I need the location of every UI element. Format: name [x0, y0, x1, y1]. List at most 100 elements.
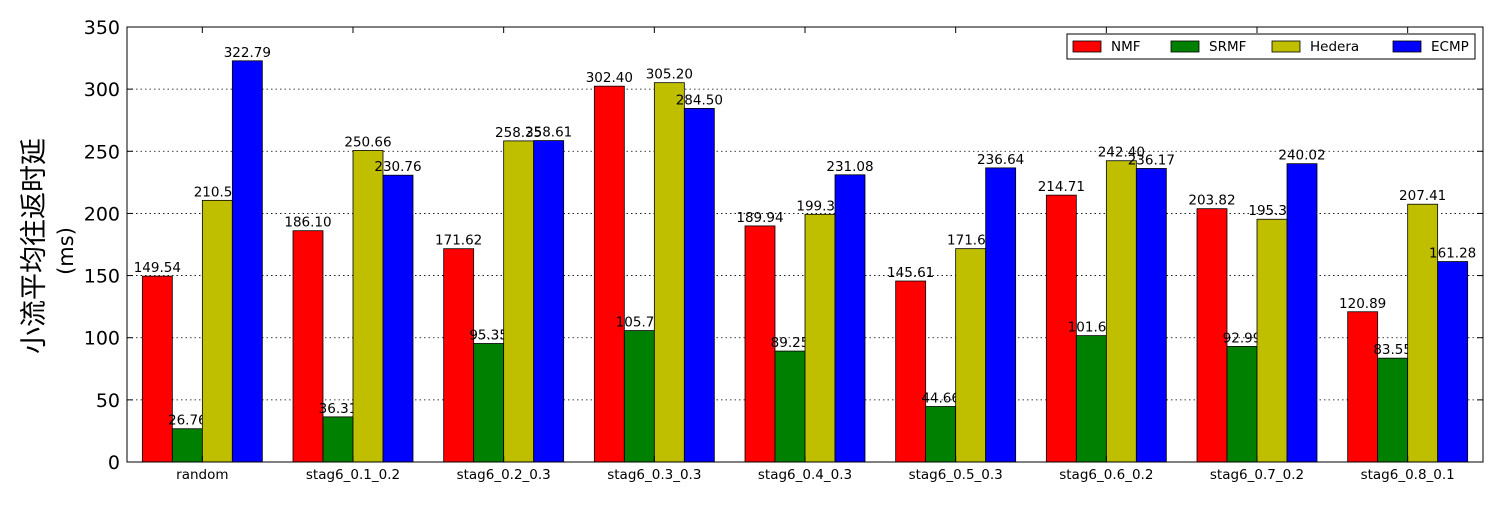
y-tick-label: 300 — [84, 79, 120, 101]
bar-ecmp — [834, 174, 866, 463]
bar-nmf — [895, 280, 927, 463]
bar-nmf — [1045, 194, 1077, 463]
bar-value-label: 210.52 — [194, 184, 241, 200]
bar-value-label: 240.02 — [1278, 148, 1325, 164]
bar-srmf — [774, 350, 806, 463]
legend-swatch-nmf — [1072, 40, 1102, 53]
legend-label-nmf: NMF — [1111, 39, 1141, 55]
bar-value-label: 199.30 — [796, 198, 843, 214]
bar-value-label: 284.50 — [676, 92, 723, 108]
bar-hedera — [804, 213, 836, 463]
legend-label-hedera: Hedera — [1310, 39, 1359, 55]
bar-value-label: 236.17 — [1128, 152, 1175, 168]
bar-hedera — [1256, 218, 1288, 463]
bar-value-label: 92.99 — [1223, 330, 1262, 346]
x-tick-label: random — [176, 467, 228, 483]
bar-srmf — [1377, 357, 1409, 463]
bar-value-label: 161.28 — [1429, 246, 1476, 262]
bar-nmf — [443, 248, 475, 463]
bar-value-label: 44.66 — [921, 390, 960, 406]
y-tick-label: 0 — [108, 452, 120, 474]
bar-value-label: 120.89 — [1339, 296, 1386, 312]
x-tick-label: stag6_0.7_0.2 — [1210, 467, 1304, 483]
bar-hedera — [955, 248, 987, 463]
bar-ecmp — [985, 167, 1017, 463]
plot-frame — [126, 26, 1484, 463]
y-tick-label: 350 — [84, 17, 120, 39]
bar-value-label: 322.79 — [224, 45, 271, 61]
bar-value-label: 171.62 — [435, 233, 482, 249]
x-tick-label: stag6_0.4_0.3 — [758, 467, 852, 483]
bar-value-label: 250.66 — [344, 134, 391, 150]
x-tick-label: stag6_0.2_0.3 — [457, 467, 551, 483]
x-tick-label: stag6_0.8_0.1 — [1361, 467, 1455, 483]
bar-hedera — [653, 82, 685, 463]
bar-hedera — [1105, 160, 1137, 463]
bar-value-label: 258.35 — [495, 125, 542, 141]
legend-label-srmf: SRMF — [1209, 39, 1246, 55]
bar-value-label: 89.25 — [771, 335, 810, 351]
y-axis-unit-label: (ms) — [54, 227, 78, 275]
y-axis-label: 小流平均往返时延 — [19, 138, 50, 354]
bar-srmf — [1075, 335, 1107, 463]
bar-value-label: 26.76 — [168, 413, 207, 429]
x-tick-label: stag6_0.3_0.3 — [607, 467, 701, 483]
bar-srmf — [322, 416, 354, 463]
bar-value-label: 230.76 — [374, 159, 421, 175]
bar-srmf — [925, 406, 957, 463]
bar-value-label: 36.31 — [319, 401, 358, 417]
bar-value-label: 305.20 — [646, 67, 693, 83]
bar-value-label: 101.69 — [1068, 320, 1115, 336]
bar-value-label: 95.35 — [469, 327, 508, 343]
x-tick-label: stag6_0.5_0.3 — [909, 467, 1003, 483]
y-tick-label: 250 — [84, 141, 120, 163]
bar-hedera — [503, 140, 535, 463]
bar-value-label: 105.74 — [616, 315, 663, 331]
legend-swatch-srmf — [1170, 40, 1200, 53]
bar-value-label: 214.71 — [1038, 179, 1085, 195]
bar-value-label: 149.54 — [134, 260, 181, 276]
legend-label-ecmp: ECMP — [1431, 39, 1469, 55]
y-tick-label: 100 — [84, 328, 120, 350]
bar-ecmp — [231, 60, 263, 463]
legend-swatch-hedera — [1271, 40, 1301, 53]
bar-nmf — [593, 85, 625, 463]
bar-srmf — [473, 343, 505, 463]
bar-nmf — [141, 275, 173, 463]
y-tick-label: 50 — [96, 390, 120, 412]
bar-value-label: 83.55 — [1373, 342, 1412, 358]
bar-hedera — [201, 199, 233, 463]
bar-value-label: 258.61 — [525, 125, 572, 141]
bar-ecmp — [533, 140, 565, 463]
bar-value-label: 302.40 — [586, 70, 633, 86]
y-tick-label: 150 — [84, 266, 120, 288]
bar-ecmp — [1286, 163, 1318, 463]
x-tick-label: stag6_0.1_0.2 — [306, 467, 400, 483]
bar-value-label: 145.61 — [887, 265, 934, 281]
bar-srmf — [623, 330, 655, 463]
legend-swatch-ecmp — [1392, 40, 1422, 53]
bar-value-label: 231.08 — [826, 159, 873, 175]
bar-ecmp — [1437, 261, 1469, 463]
bar-srmf — [171, 428, 203, 463]
y-tick-label: 200 — [84, 203, 120, 225]
bar-ecmp — [683, 108, 715, 463]
bar-value-label: 189.94 — [736, 210, 783, 226]
bar-nmf — [1347, 311, 1379, 463]
bar-value-label: 195.32 — [1248, 203, 1295, 219]
bar-nmf — [744, 225, 776, 463]
bar-value-label: 203.82 — [1188, 193, 1235, 209]
bar-nmf — [292, 230, 324, 463]
bar-value-label: 236.64 — [977, 152, 1024, 168]
bar-value-label: 242.40 — [1098, 145, 1145, 161]
bar-ecmp — [382, 174, 414, 463]
bar-ecmp — [1135, 168, 1167, 463]
bar-srmf — [1226, 346, 1258, 463]
bar-value-label: 171.66 — [947, 233, 994, 249]
bar-hedera — [352, 150, 384, 463]
bar-value-label: 186.10 — [284, 215, 331, 231]
bar-value-label: 207.41 — [1399, 188, 1446, 204]
bar-hedera — [1407, 203, 1439, 463]
